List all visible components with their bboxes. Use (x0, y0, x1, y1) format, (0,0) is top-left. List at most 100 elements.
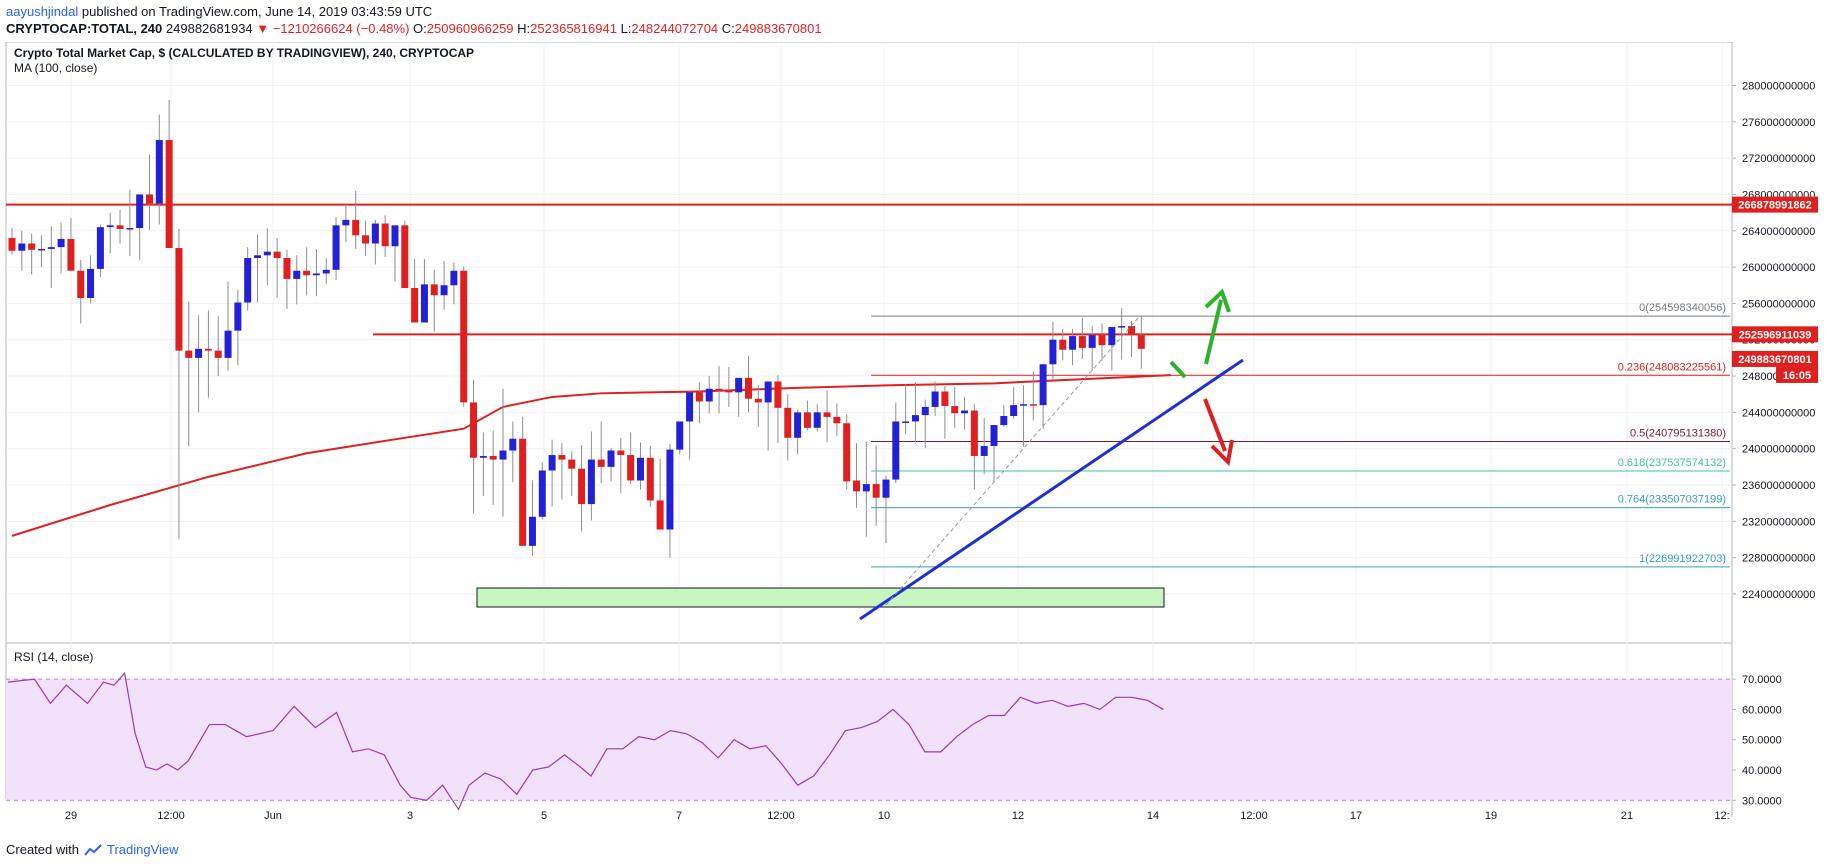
price-tags: 266878991862 252596911039 249883670801 16:0… (1732, 196, 1818, 383)
support-zone-box[interactable] (476, 587, 1165, 608)
candle-down (970, 410, 978, 456)
support-trendline (859, 358, 1244, 621)
candle-up (764, 381, 772, 403)
time-tick-label: 12 (1012, 810, 1024, 822)
time-tick-label: 5 (541, 810, 547, 822)
rsi-axis[interactable]: 70.0000 60.0000 50.0000 40.0000 30.0000 (1732, 674, 1782, 807)
candle-up (371, 223, 379, 244)
candle-up (666, 449, 674, 530)
candle-down (381, 223, 389, 247)
author-link[interactable]: aayushjindal (6, 4, 79, 19)
horizontal-levels (6, 203, 1732, 336)
time-tick-label: 7 (676, 810, 682, 822)
candle-up (882, 479, 890, 498)
candle-up (420, 284, 428, 323)
candle-down (951, 406, 959, 414)
price-chart-svg[interactable]: 0(254598340056) 0.236(248083225561) 0.5(24… (0, 41, 1828, 840)
candle-down (695, 392, 703, 402)
grid-lines (6, 42, 1732, 798)
price-tick-label: 280000000000 (1742, 81, 1815, 93)
rsi-tick-label: 60.0000 (1742, 704, 1782, 716)
price-tick-label: 232000000000 (1742, 516, 1815, 528)
fib-level-label: 0(254598340056) (1639, 302, 1726, 314)
price-tag-text: 266878991862 (1738, 200, 1811, 212)
time-tick-label: 17 (1350, 810, 1362, 822)
candle-down (8, 238, 16, 251)
candle-up (1118, 326, 1126, 328)
candle-down (578, 468, 586, 505)
red-arrow-shaft (1203, 398, 1227, 452)
candle-up (509, 438, 517, 451)
countdown-text: 16:05 (1783, 370, 1811, 382)
candle-up (342, 219, 350, 226)
moving-average (11, 374, 1171, 537)
price-tick-label: 236000000000 (1742, 480, 1815, 492)
green-dash (1169, 360, 1187, 379)
candle-down (823, 412, 831, 417)
candle-down (411, 287, 419, 323)
price-tick-label: 244000000000 (1742, 407, 1815, 419)
candle-down (627, 455, 635, 481)
candle-down (646, 457, 654, 501)
candle-up (921, 406, 929, 416)
trendlines[interactable] (859, 316, 1244, 621)
ma-legend: MA (100, close) (14, 61, 97, 75)
time-tick-label: 3 (407, 810, 413, 822)
candle-up (548, 455, 556, 471)
rsi-tick-label: 40.0000 (1742, 765, 1782, 777)
candle-down (1127, 326, 1135, 336)
candle-up (794, 412, 802, 438)
candle-up (636, 457, 644, 481)
candle-down (67, 238, 75, 271)
candle-down (1098, 335, 1106, 346)
candle-up (990, 425, 998, 446)
open-value: 250960966259 (426, 21, 514, 36)
candle-up (87, 268, 95, 298)
time-tick-label: 12: (1714, 810, 1729, 822)
candle-up (224, 330, 232, 358)
time-tick-label: Jun (264, 810, 282, 822)
time-tick-label: 19 (1485, 810, 1497, 822)
time-axis[interactable]: 29 12:00 Jun 3 5 7 12:00 10 12 14 12:00 17 19 21 12: (65, 810, 1730, 822)
rsi-tick-label: 50.0000 (1742, 735, 1782, 747)
candle-down (470, 402, 478, 458)
chart-header: aayushjindal published on TradingView.co… (0, 0, 1828, 42)
tradingview-link[interactable]: TradingView (106, 842, 179, 857)
footer: Created with TradingView (6, 842, 179, 857)
price-tick-label: 240000000000 (1742, 444, 1815, 456)
fib-level-label: 0.618(237537574132) (1618, 457, 1726, 469)
price-tag-bg (1732, 350, 1818, 367)
candle-down (283, 258, 291, 279)
candle-up (735, 377, 743, 393)
rsi-legend: RSI (14, close) (14, 650, 93, 664)
annotation-arrows[interactable] (1169, 288, 1234, 467)
candle-up (479, 455, 487, 458)
candle-down (715, 388, 723, 391)
price-tag-text: 249883670801 (1738, 354, 1811, 366)
rsi-line (7, 671, 1164, 811)
price-tick-label: 276000000000 (1742, 117, 1815, 129)
candle-up (312, 273, 320, 276)
candle-up (106, 225, 114, 228)
candle-down (303, 270, 311, 276)
chart-title: Crypto Total Market Cap, $ (CALCULATED B… (14, 46, 474, 60)
rsi-band (6, 678, 1732, 801)
time-tick-label: 12:00 (157, 810, 185, 822)
candle-down (1059, 339, 1067, 350)
candle-up (1069, 336, 1077, 350)
candle-up (96, 227, 104, 269)
fibonacci-retracement[interactable]: 0(254598340056) 0.236(248083225561) 0.5(24… (871, 302, 1730, 568)
candle-up (528, 516, 536, 546)
candle-down (362, 235, 370, 244)
green-arrow-shaft (1204, 299, 1223, 365)
countdown-bg (1776, 366, 1818, 383)
candle-up (676, 421, 684, 450)
candle-up (57, 238, 65, 248)
fib-level-label: 1(226991922703) (1639, 553, 1726, 565)
tradingview-cloud-icon (84, 843, 102, 856)
candle-up (391, 225, 399, 247)
candle-down (489, 455, 497, 460)
chart-area[interactable]: 0(254598340056) 0.236(248083225561) 0.5(24… (0, 41, 1828, 845)
price-axis[interactable]: 2800000000002760000000002720000000002680… (1732, 81, 1815, 601)
candle-up (234, 302, 242, 331)
